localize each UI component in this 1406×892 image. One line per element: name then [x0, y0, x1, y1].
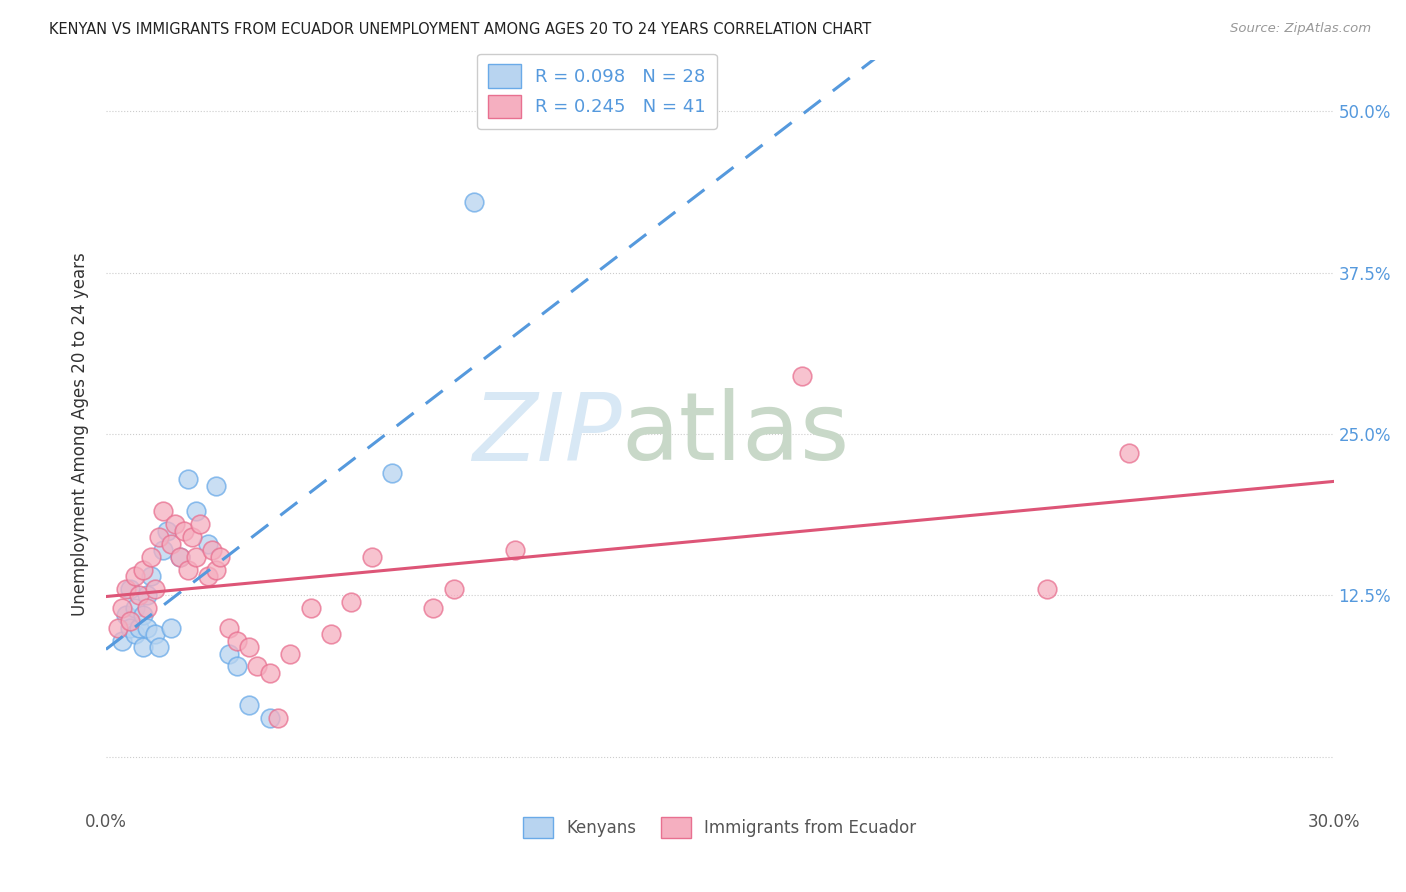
Point [120, 614, 142, 628]
Point [218, 621, 240, 635]
Point [197, 569, 219, 583]
Point [361, 549, 384, 564]
Text: ZIP: ZIP [472, 389, 621, 480]
Point [259, 711, 281, 725]
Text: atlas: atlas [621, 388, 849, 480]
Point [299, 601, 322, 615]
Point [135, 589, 157, 603]
Point [132, 640, 155, 654]
Point [132, 563, 155, 577]
Text: KENYAN VS IMMIGRANTS FROM ECUADOR UNEMPLOYMENT AMONG AGES 20 TO 24 YEARS CORRELA: KENYAN VS IMMIGRANTS FROM ECUADOR UNEMPL… [49, 22, 872, 37]
Point [124, 601, 146, 615]
Point [160, 621, 183, 635]
Point [790, 368, 813, 383]
Point [205, 478, 228, 492]
Point [443, 582, 465, 596]
Point [120, 582, 142, 596]
Point [128, 589, 150, 603]
Point [503, 543, 526, 558]
Point [135, 601, 157, 615]
Point [169, 549, 191, 564]
Point [238, 640, 260, 654]
Point [143, 627, 166, 641]
Point [177, 472, 200, 486]
Point [209, 549, 232, 564]
Point [177, 563, 200, 577]
Point [1118, 446, 1140, 460]
Point [188, 517, 211, 532]
Point [120, 621, 142, 635]
Legend: Kenyans, Immigrants from Ecuador: Kenyans, Immigrants from Ecuador [516, 810, 924, 845]
Point [152, 504, 174, 518]
Point [124, 569, 146, 583]
Point [115, 607, 138, 622]
Point [165, 517, 187, 532]
Point [107, 621, 129, 635]
Point [225, 659, 247, 673]
Point [115, 582, 138, 596]
Point [124, 627, 146, 641]
Point [128, 621, 150, 635]
Point [238, 698, 260, 713]
Point [340, 595, 363, 609]
Point [205, 563, 228, 577]
Y-axis label: Unemployment Among Ages 20 to 24 years: Unemployment Among Ages 20 to 24 years [72, 252, 89, 615]
Point [152, 543, 174, 558]
Point [201, 543, 224, 558]
Point [160, 537, 183, 551]
Point [143, 582, 166, 596]
Point [148, 640, 170, 654]
Point [184, 504, 207, 518]
Point [139, 569, 162, 583]
Point [246, 659, 269, 673]
Text: Source: ZipAtlas.com: Source: ZipAtlas.com [1230, 22, 1371, 36]
Point [156, 524, 179, 538]
Point [319, 627, 342, 641]
Point [381, 466, 404, 480]
Point [111, 601, 134, 615]
Point [225, 633, 247, 648]
Point [132, 607, 155, 622]
Point [135, 621, 157, 635]
Point [197, 537, 219, 551]
Point [173, 524, 195, 538]
Point [278, 647, 301, 661]
Point [267, 711, 290, 725]
Point [422, 601, 444, 615]
Point [1036, 582, 1059, 596]
Point [169, 549, 191, 564]
Point [463, 194, 485, 209]
Point [218, 647, 240, 661]
Point [111, 633, 134, 648]
Point [139, 549, 162, 564]
Point [184, 549, 207, 564]
Point [180, 530, 202, 544]
Point [148, 530, 170, 544]
Point [259, 665, 281, 680]
